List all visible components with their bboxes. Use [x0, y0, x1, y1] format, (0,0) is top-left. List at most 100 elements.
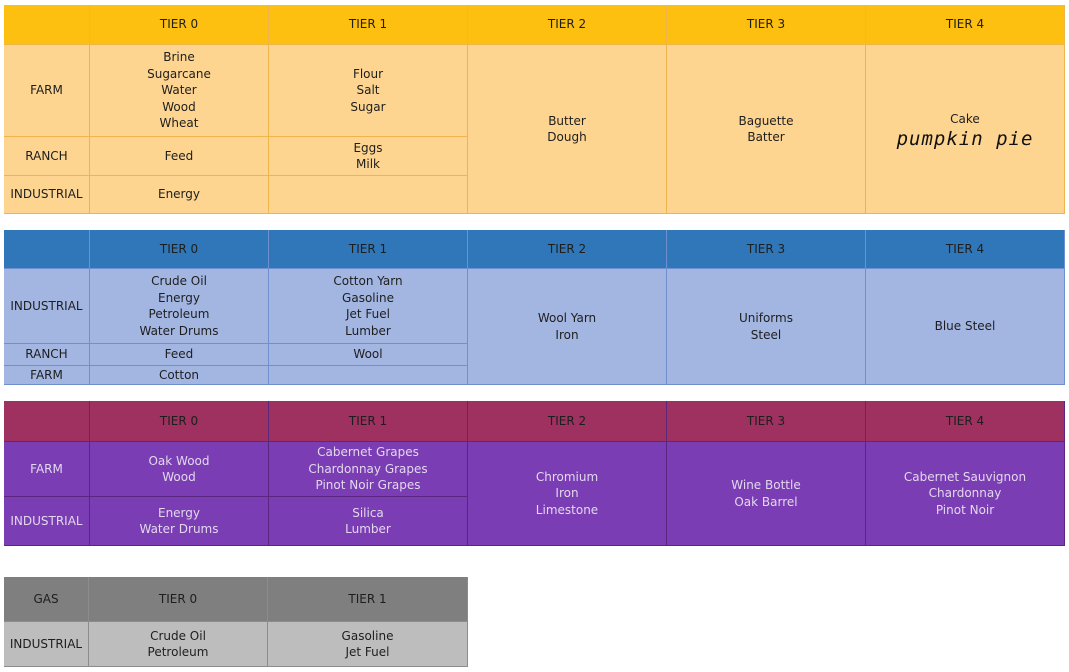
item: Limestone — [535, 502, 599, 517]
item: Cotton — [158, 367, 200, 382]
item: Pinot Noir Grapes — [315, 478, 421, 493]
row-label-cell: FARM — [4, 45, 90, 137]
item: Cake — [950, 111, 980, 126]
item-cell: Wool — [269, 344, 468, 366]
item: Energy — [157, 505, 200, 520]
corner-cell — [4, 5, 90, 45]
header-cell: TIER 2 — [468, 230, 667, 269]
item: Oak Barrel — [734, 494, 798, 509]
row-label: RANCH — [25, 148, 68, 163]
item: Iron — [555, 486, 579, 501]
header-cell: TIER 3 — [667, 401, 866, 442]
item: Water Drums — [139, 323, 219, 338]
corner-label: GAS — [33, 591, 59, 606]
item: Chardonnay Grapes — [308, 461, 428, 476]
item-cell: Silica Lumber — [269, 497, 468, 546]
row-label: INDUSTRIAL — [9, 636, 83, 651]
item: Water Drums — [139, 522, 219, 536]
item: Gasoline — [342, 290, 394, 305]
item-cell: Eggs Milk — [269, 137, 468, 176]
header-cell: TIER 1 — [269, 230, 468, 269]
header-cell: TIER 4 — [866, 5, 1065, 45]
header-label: TIER 2 — [547, 17, 587, 32]
row-label-cell: FARM — [4, 366, 90, 385]
item: Wood — [162, 99, 196, 114]
row-label-cell: INDUSTRIAL — [4, 622, 89, 667]
item-cell: Gasoline Jet Fuel — [268, 622, 468, 667]
header-label: TIER 2 — [547, 413, 587, 428]
item-cell: Crude Oil Energy Petroleum Water Drums — [90, 269, 269, 344]
row-label: INDUSTRIAL — [10, 298, 83, 313]
item: Feed — [164, 148, 194, 163]
header-cell: TIER 2 — [468, 5, 667, 45]
header-label: TIER 4 — [945, 413, 985, 428]
item: Sugarcane — [147, 66, 211, 81]
item: Uniforms — [739, 311, 793, 325]
item: Crude Oil — [151, 274, 207, 288]
item: Butter — [548, 113, 586, 128]
header-label: TIER 3 — [746, 413, 786, 428]
spanned-cell: Cake pumpkin pie — [866, 45, 1065, 214]
item: Chromium — [535, 469, 599, 484]
header-label: TIER 1 — [348, 17, 388, 32]
item: Brine — [163, 50, 195, 65]
header-label: TIER 4 — [945, 17, 985, 32]
item-cell: Cotton — [90, 366, 269, 385]
header-label: TIER 1 — [348, 591, 387, 606]
header-cell: TIER 2 — [468, 401, 667, 442]
item: Wine Bottle — [731, 478, 801, 492]
header-label: TIER 4 — [945, 241, 985, 256]
header-cell: TIER 3 — [667, 230, 866, 269]
header-label: TIER 0 — [159, 17, 199, 32]
header-cell: TIER 0 — [90, 401, 269, 442]
item-cell: Cabernet Grapes Chardonnay Grapes Pinot No… — [269, 442, 468, 497]
header-cell: TIER 0 — [89, 577, 268, 622]
item: Energy — [157, 187, 200, 202]
header-label: TIER 0 — [158, 591, 198, 606]
item-cell: Energy — [90, 176, 269, 214]
header-cell: TIER 4 — [866, 230, 1065, 269]
header-cell: TIER 1 — [269, 401, 468, 442]
item: Petroleum — [148, 307, 210, 321]
row-label: FARM — [30, 367, 63, 382]
item: Cotton Yarn — [333, 274, 403, 288]
spanned-cell: Blue Steel — [866, 269, 1065, 385]
item: Iron — [555, 327, 579, 342]
item: Eggs — [353, 140, 383, 155]
item: Wheat — [159, 116, 199, 131]
item: Flour — [352, 66, 384, 81]
item-cell: Crude Oil Petroleum — [89, 622, 268, 667]
item: Lumber — [345, 522, 391, 536]
item: Silica — [352, 505, 384, 520]
item: Jet Fuel — [345, 307, 390, 321]
spanned-cell: Butter Dough — [468, 45, 667, 214]
spanned-cell: Wine Bottle Oak Barrel — [667, 442, 866, 546]
spanned-cell: Baguette Batter — [667, 45, 866, 214]
item: Jet Fuel — [345, 645, 390, 659]
item: Wool Yarn — [537, 311, 597, 325]
header-cell: TIER 4 — [866, 401, 1065, 442]
header-label: TIER 0 — [159, 413, 199, 428]
item-cell — [269, 176, 468, 214]
header-label: TIER 2 — [547, 241, 587, 256]
header-cell: TIER 3 — [667, 5, 866, 45]
item: Feed — [164, 347, 194, 362]
row-label-cell: RANCH — [4, 344, 90, 366]
header-label: TIER 3 — [746, 241, 786, 256]
item: Lumber — [345, 323, 391, 338]
item-cell: Energy Water Drums — [90, 497, 269, 546]
item: Oak Wood — [148, 453, 210, 468]
item-cell: Oak Wood Wood — [90, 442, 269, 497]
spanned-cell: Chromium Iron Limestone — [468, 442, 667, 546]
row-label: INDUSTRIAL — [10, 513, 83, 528]
corner-cell: GAS — [4, 577, 89, 622]
item-cell: Brine Sugarcane Water Wood Wheat — [90, 45, 269, 137]
item-cell: Cotton Yarn Gasoline Jet Fuel Lumber — [269, 269, 468, 344]
item: Cabernet Grapes — [317, 445, 419, 460]
header-label: TIER 1 — [348, 241, 388, 256]
item: Milk — [356, 157, 380, 171]
row-label: FARM — [30, 83, 63, 98]
header-label: TIER 0 — [159, 241, 199, 256]
corner-cell — [4, 230, 90, 269]
